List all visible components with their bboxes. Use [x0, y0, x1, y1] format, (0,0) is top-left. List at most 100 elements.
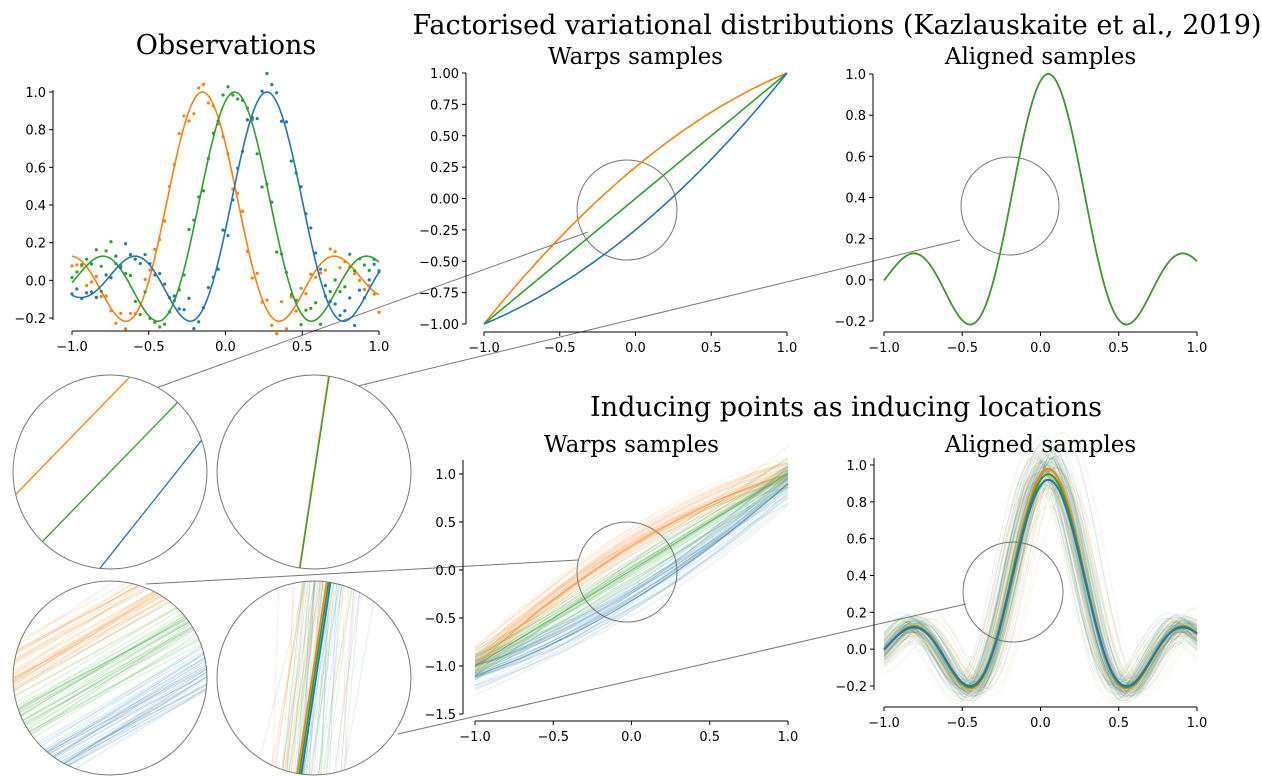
observations-orange-point — [211, 104, 215, 108]
warps-inducing-blue-sample — [474, 501, 789, 666]
warps-inducing-green-sample — [474, 465, 789, 655]
warps-inducing-orange-sample — [474, 469, 789, 668]
zoom-orange-line — [270, 581, 309, 775]
observations-orange-point — [124, 327, 128, 331]
warps-inducing-blue-sample — [474, 497, 789, 679]
observations-green-point — [338, 290, 342, 294]
observations-green-point — [279, 252, 284, 256]
observations-green-point — [270, 200, 274, 204]
observations-orange-point — [99, 294, 103, 299]
observations-green-point — [172, 299, 176, 303]
observations-blue-point — [275, 91, 279, 95]
zoom-orange-line — [319, 581, 354, 775]
zoom-green-line — [299, 581, 337, 775]
observations-orange-point — [275, 332, 279, 336]
aligned_fact-ytick-label: 1.0 — [845, 68, 866, 83]
aligned-inducing-green-sample — [883, 444, 1198, 687]
zoom-green-line — [13, 630, 207, 742]
aligned_fact-xtick-label: 0.0 — [1030, 341, 1051, 356]
observations-orange-point — [177, 132, 181, 136]
warps-inducing-orange-sample — [474, 481, 789, 657]
observations-blue-point — [362, 296, 366, 300]
chart-warps-factorised: Warps samples −1.0 −0.5 0.0 0.5 1.0 −1.00 −0.75… — [419, 44, 797, 356]
observations-xtick-label: −0.5 — [133, 340, 165, 355]
warps_fact-ytick-label: −0.25 — [419, 224, 459, 239]
warps-inducing-blue-sample — [474, 466, 789, 661]
aligned_fact-ytick-label: −0.2 — [834, 315, 866, 330]
aligned-inducing-blue-sample — [883, 487, 1198, 704]
observations-orange-point — [245, 249, 250, 254]
zoom-orange-line — [13, 581, 178, 667]
zoom-blue-line — [34, 665, 207, 775]
observations-green-point — [153, 320, 157, 324]
zoom-green-line — [25, 634, 207, 762]
warps_ind-ytick-label: −1.0 — [424, 660, 456, 675]
observations-blue-point — [119, 266, 123, 270]
zoom-blue-line — [39, 653, 207, 775]
aligned_ind-ytick-label: 1.0 — [846, 459, 867, 474]
zoom-orange-line — [13, 581, 173, 698]
zoom-blue-line — [297, 581, 335, 775]
zoom-orange-line — [13, 581, 186, 707]
observations-green-point — [75, 270, 79, 274]
observations-blue-point — [226, 234, 230, 238]
observations-green-point — [318, 322, 323, 326]
observations-orange-point — [143, 277, 147, 282]
observations-green-point — [245, 106, 250, 110]
zoom-green-line — [294, 581, 317, 775]
aligned-inducing-blue-sample — [883, 460, 1198, 686]
zoom-blue-line — [328, 581, 338, 775]
observations-blue-point — [260, 89, 264, 93]
zoom-green-line — [13, 619, 207, 739]
zoom-aligned-factorised — [216, 374, 412, 570]
observations-blue-point — [206, 286, 211, 290]
zoom-orange-line — [13, 581, 187, 688]
zoom-green-line — [284, 581, 325, 775]
observations-blue-point — [128, 253, 133, 257]
observations-orange-point — [372, 292, 376, 296]
aligned-inducing-blue-sample — [883, 470, 1198, 697]
warps-inducing-blue-line — [474, 483, 789, 677]
observations-blue-point — [377, 270, 381, 274]
observations-orange-point — [109, 309, 113, 313]
warps_fact-xtick-label: −0.5 — [544, 341, 576, 356]
factorised-section-title: Factorised variational distributions (Ka… — [413, 10, 1262, 41]
warps-inducing-green-sample — [474, 456, 789, 664]
aligned-inducing-blue-sample — [883, 449, 1198, 686]
observations-orange-point — [104, 294, 108, 298]
observations-orange-point — [226, 152, 230, 156]
observations-orange-point — [279, 300, 284, 304]
observations-blue-point — [148, 262, 152, 266]
observations-green-point — [221, 93, 225, 97]
observations-green-point — [372, 257, 376, 261]
warps-inducing-orange-sample — [474, 487, 789, 677]
observations-blue-point — [328, 299, 332, 303]
aligned-inducing-blue-sample — [883, 461, 1198, 683]
zoom-orange-line — [341, 581, 348, 775]
aligned-inducing-green-sample — [883, 473, 1198, 685]
observations-green-line — [71, 91, 380, 323]
observations-green-point — [201, 189, 206, 193]
observations-orange-point — [240, 209, 245, 213]
aligned-inducing-orange-sample — [883, 486, 1198, 696]
warps_fact-ytick-label: −0.75 — [419, 287, 459, 302]
zoom-blue-line — [30, 648, 207, 773]
warps-inducing-blue-sample — [474, 495, 789, 679]
warps-inducing-orange-sample — [474, 469, 789, 671]
zoom-blue-line — [38, 657, 207, 775]
zoom-orange-line — [13, 583, 192, 697]
aligned-inducing-green-sample — [883, 457, 1198, 697]
zoom-blue-line — [283, 581, 311, 775]
observations-green-point — [182, 273, 186, 277]
observations-green-point — [357, 257, 362, 261]
aligned_ind-ytick-label: 0.6 — [846, 533, 867, 548]
warps-inducing-blue-sample — [474, 493, 789, 689]
observations-orange-point — [323, 268, 327, 272]
observations-blue-point — [318, 267, 323, 271]
observations-orange-point — [192, 112, 196, 116]
warps-inducing-green-sample — [474, 446, 789, 677]
warps-inducing-orange-sample — [474, 479, 789, 675]
chart-warps-inducing: Warps samples−1.0 −0.5 0.0 0.5 1.0−1.5−1.0−0… — [424, 432, 798, 745]
warps-inducing-orange-sample — [474, 477, 789, 671]
observations-orange-point — [338, 266, 342, 270]
